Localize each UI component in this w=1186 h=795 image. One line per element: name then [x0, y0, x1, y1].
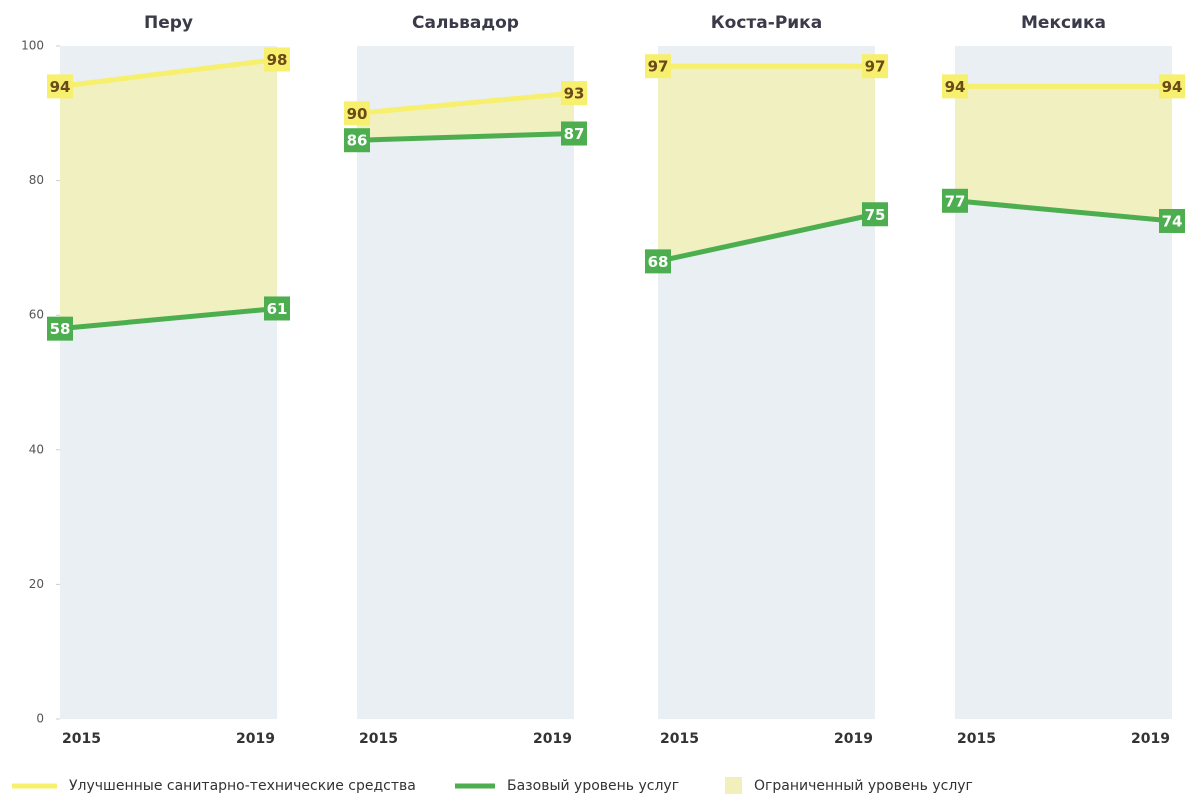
y-tick-label: 80	[29, 173, 44, 187]
range-area	[955, 86, 1172, 221]
series-line	[59, 305, 278, 332]
x-tick-label: 2019	[1131, 731, 1170, 747]
value-label: 94	[1162, 78, 1183, 96]
value-label-box	[645, 249, 671, 274]
value-label-box	[264, 296, 290, 321]
panel-title: Коста-Рика	[711, 13, 822, 33]
series-line	[356, 90, 575, 116]
y-tick-label: 20	[29, 577, 44, 591]
y-tick-label: 100	[21, 39, 44, 53]
series-line	[954, 198, 1173, 224]
legend-label: Ограниченный уровень услуг	[754, 778, 973, 794]
panel-title: Сальвадор	[412, 13, 519, 33]
value-label-box	[561, 121, 587, 146]
legend-label: Базовый уровень услуг	[507, 778, 679, 794]
value-label: 93	[564, 85, 585, 103]
value-label-box	[561, 81, 587, 106]
series-line	[657, 211, 876, 264]
value-label: 87	[564, 125, 585, 143]
value-label-box	[1159, 208, 1185, 233]
panel-title: Мексика	[1021, 13, 1106, 33]
value-label: 94	[945, 78, 966, 96]
series-line	[59, 56, 278, 89]
x-tick-label: 2019	[834, 731, 873, 747]
value-label: 98	[267, 51, 288, 69]
x-tick-label: 2019	[533, 731, 572, 747]
y-tick-label: 60	[29, 308, 44, 322]
legend-swatch	[725, 777, 742, 794]
value-label-box	[47, 74, 73, 99]
x-tick-label: 2015	[957, 731, 996, 747]
panel-title: Перу	[144, 13, 193, 33]
x-tick-label: 2019	[236, 731, 275, 747]
value-label: 68	[648, 253, 669, 271]
value-label: 90	[347, 105, 368, 123]
x-tick-label: 2015	[359, 731, 398, 747]
value-label-box	[344, 128, 370, 153]
value-label: 75	[865, 206, 886, 224]
legend-label: Улучшенные санитарно-технические средств…	[69, 778, 416, 794]
y-tick-label: 40	[29, 442, 44, 456]
x-tick-label: 2015	[660, 731, 699, 747]
range-area	[658, 66, 875, 262]
value-label-box	[47, 316, 73, 341]
value-label: 77	[945, 192, 966, 210]
value-label-box	[862, 54, 888, 79]
value-label: 94	[50, 78, 71, 96]
range-area	[357, 93, 574, 141]
value-label: 74	[1162, 212, 1183, 230]
value-label-box	[1159, 74, 1185, 99]
value-label-box	[264, 47, 290, 72]
panel-background	[357, 46, 574, 719]
value-label-box	[862, 202, 888, 227]
value-label-box	[942, 188, 968, 213]
value-label: 58	[50, 320, 71, 338]
value-label: 97	[648, 58, 669, 76]
value-label-box	[344, 101, 370, 126]
value-label: 61	[267, 300, 288, 318]
y-tick-label: 0	[36, 712, 44, 726]
series-line	[356, 130, 575, 143]
range-area	[60, 59, 277, 329]
value-label: 97	[865, 58, 886, 76]
value-label-box	[645, 54, 671, 79]
value-label-box	[942, 74, 968, 99]
x-tick-label: 2015	[62, 731, 101, 747]
value-label: 86	[347, 132, 368, 150]
